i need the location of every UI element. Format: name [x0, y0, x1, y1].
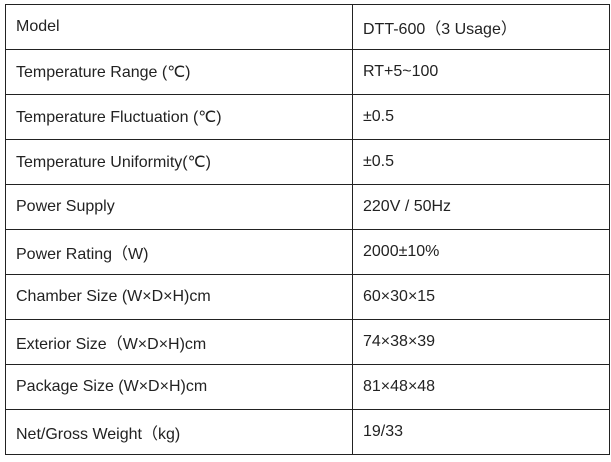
spec-label: Model	[5, 4, 353, 50]
table-row: Net/Gross Weight（kg) 19/33	[5, 409, 610, 455]
table-row: Package Size (W×D×H)cm 81×48×48	[5, 364, 610, 410]
spec-value: RT+5~100	[352, 49, 610, 95]
table-row: Temperature Uniformity(℃) ±0.5	[5, 139, 610, 185]
table-row: Power Supply 220V / 50Hz	[5, 184, 610, 230]
table-row: Exterior Size（W×D×H)cm 74×38×39	[5, 319, 610, 365]
spec-value: DTT-600（3 Usage）	[352, 4, 610, 50]
spec-value: 220V / 50Hz	[352, 184, 610, 230]
spec-label: Net/Gross Weight（kg)	[5, 409, 353, 455]
spec-label: Package Size (W×D×H)cm	[5, 364, 353, 410]
spec-label: Temperature Range (℃)	[5, 49, 353, 95]
table-row: Chamber Size (W×D×H)cm 60×30×15	[5, 274, 610, 320]
spec-label: Chamber Size (W×D×H)cm	[5, 274, 353, 320]
spec-value: 81×48×48	[352, 364, 610, 410]
spec-label: Exterior Size（W×D×H)cm	[5, 319, 353, 365]
table-row: Model DTT-600（3 Usage）	[5, 4, 610, 50]
spec-value: ±0.5	[352, 139, 610, 185]
spec-label: Power Supply	[5, 184, 353, 230]
spec-label: Power Rating（W)	[5, 229, 353, 275]
specifications-table: Model DTT-600（3 Usage） Temperature Range (…	[5, 4, 610, 455]
spec-value: 60×30×15	[352, 274, 610, 320]
spec-value: ±0.5	[352, 94, 610, 140]
table-row: Power Rating（W) 2000±10%	[5, 229, 610, 275]
spec-value: 74×38×39	[352, 319, 610, 365]
spec-value: 19/33	[352, 409, 610, 455]
spec-label: Temperature Uniformity(℃)	[5, 139, 353, 185]
spec-label: Temperature Fluctuation (℃)	[5, 94, 353, 140]
table-row: Temperature Fluctuation (℃) ±0.5	[5, 94, 610, 140]
table-row: Temperature Range (℃) RT+5~100	[5, 49, 610, 95]
spec-value: 2000±10%	[352, 229, 610, 275]
